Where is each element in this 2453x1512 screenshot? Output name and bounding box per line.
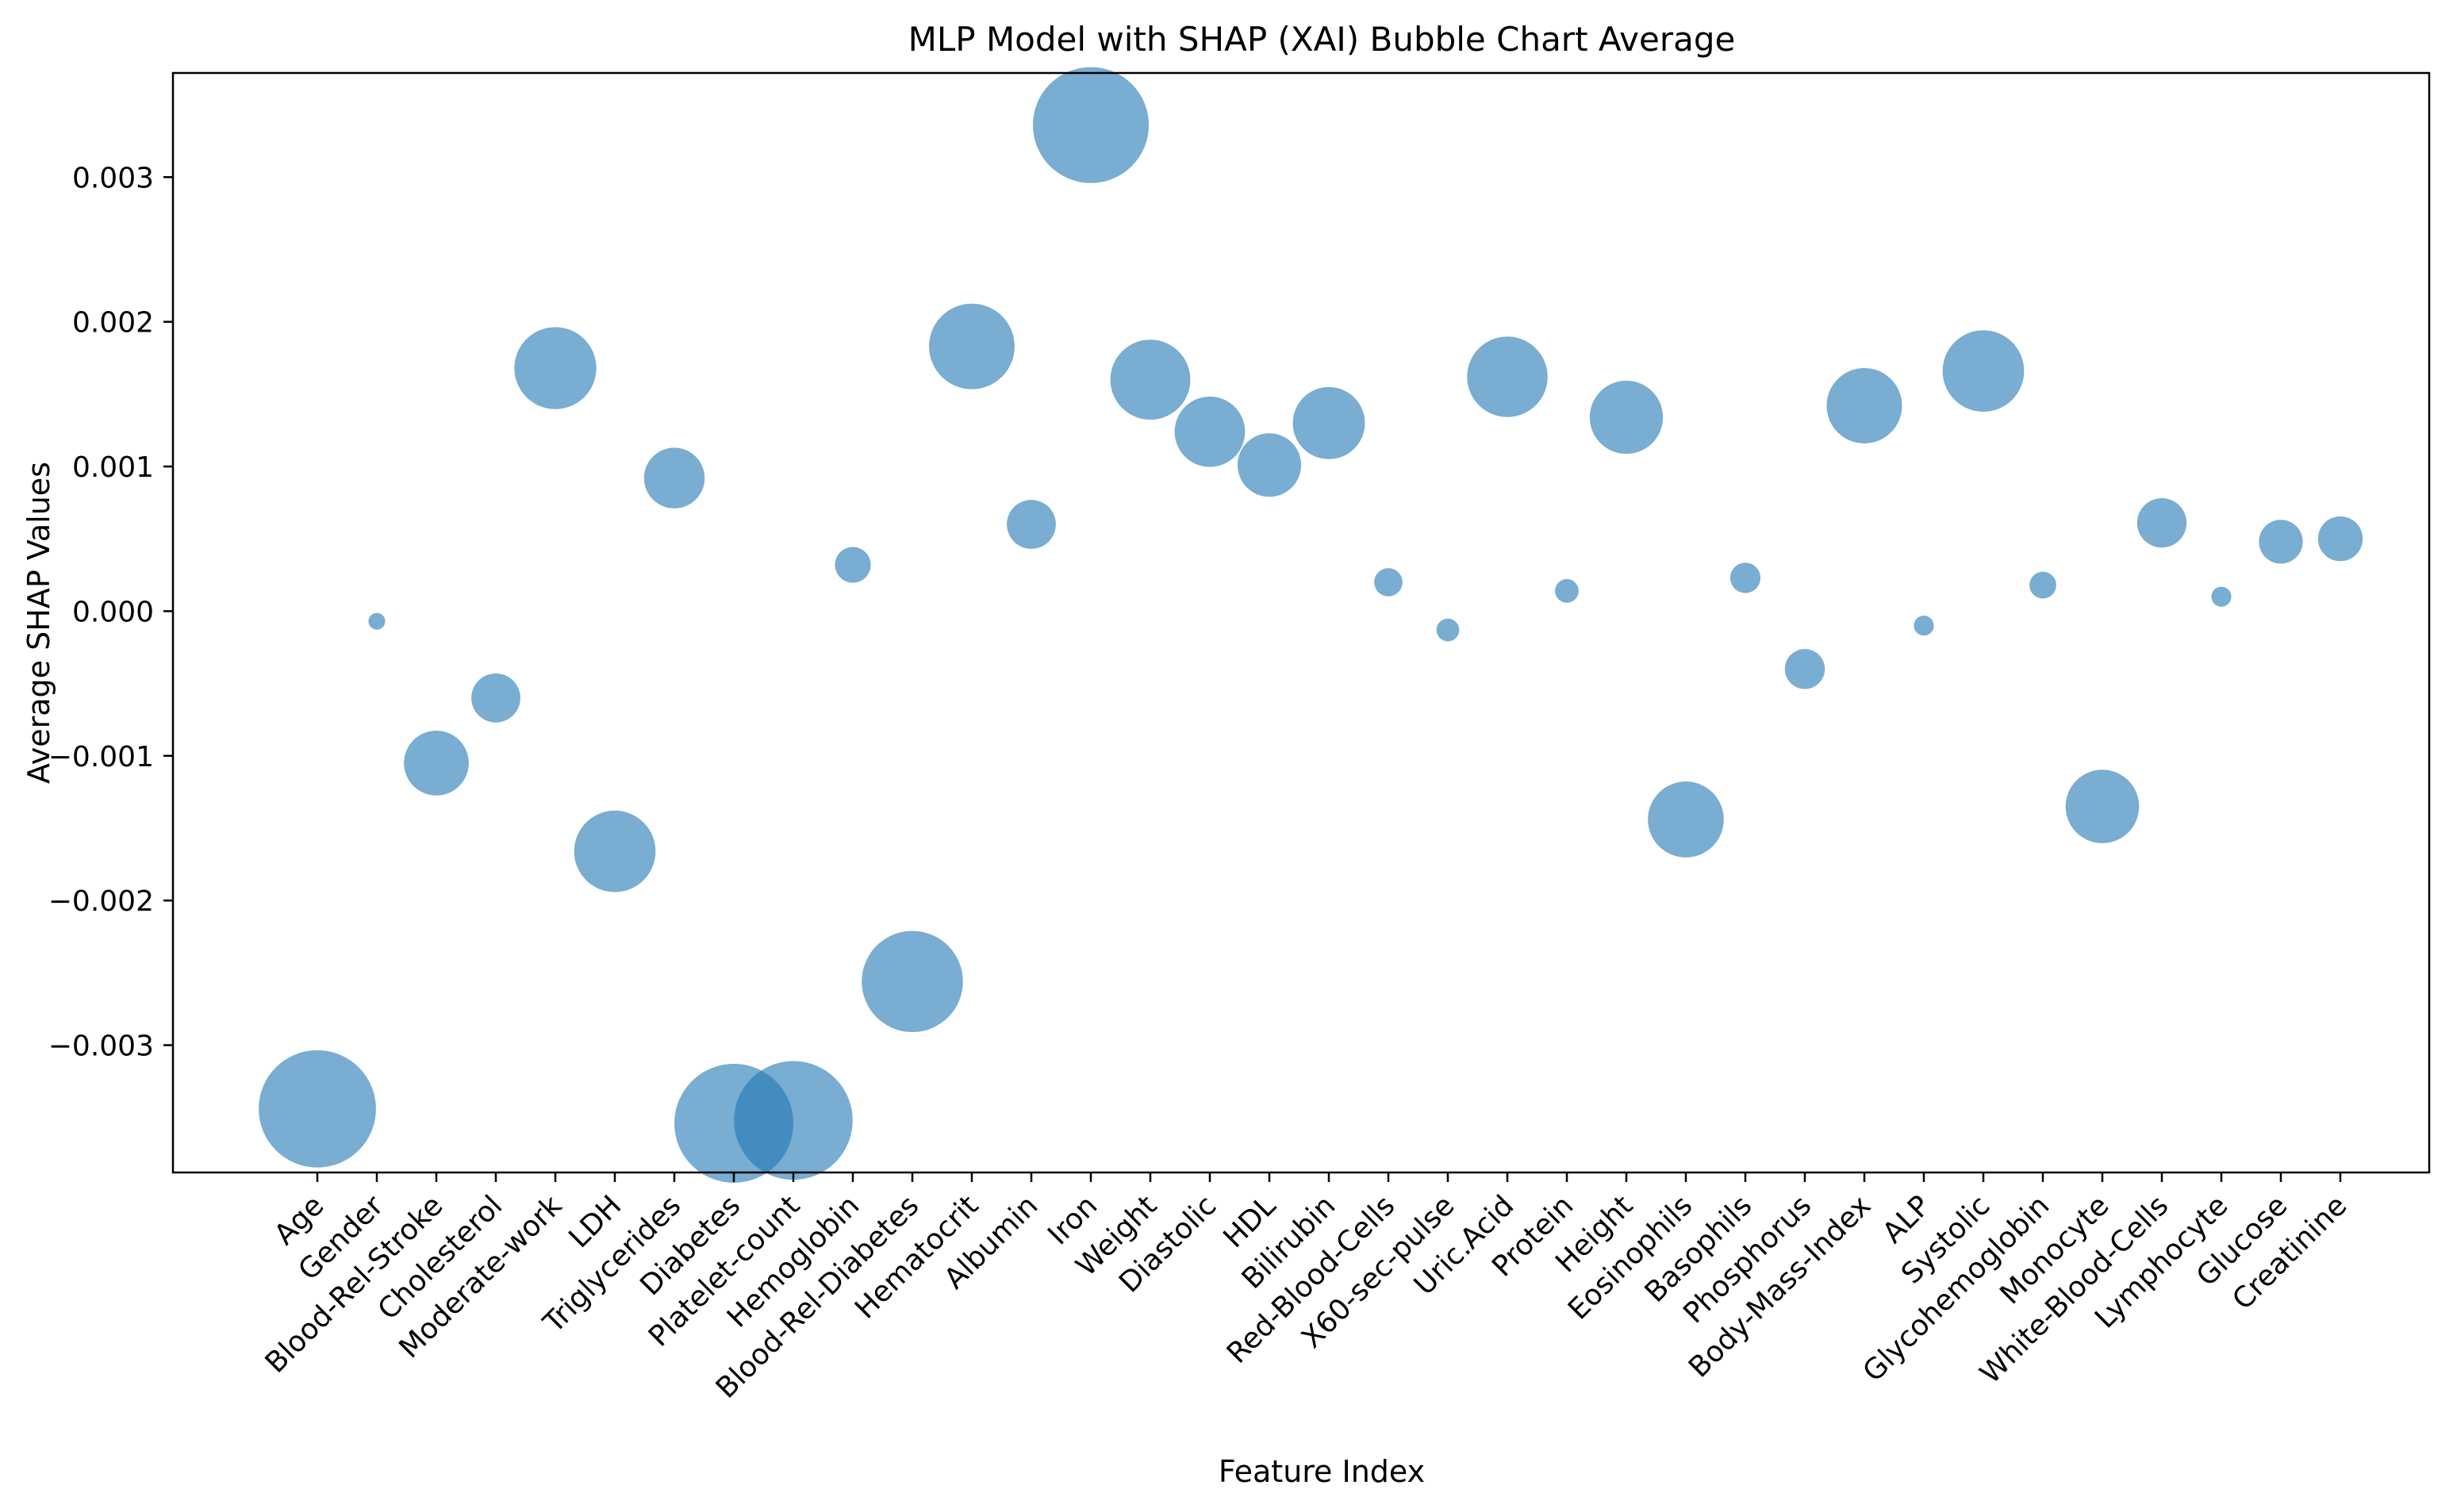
x-axis-label: Feature Index: [1219, 1454, 1425, 1489]
bubble-age: [259, 1050, 376, 1168]
bubble-hematocrit: [929, 303, 1015, 390]
bubble-monocyte: [2065, 769, 2140, 843]
y-tick-label: 0.003: [72, 162, 154, 194]
bubble-moderate-work: [514, 327, 597, 409]
bubble-blood-rel-stroke: [404, 731, 469, 796]
bubble-phosphorus: [1784, 649, 1825, 689]
bubble-systolic: [1942, 330, 2025, 413]
bubble-red-blood-cells: [1374, 568, 1403, 597]
bubble-ldh: [574, 810, 656, 892]
bubble-creatinine: [2317, 516, 2363, 562]
bubble-height: [1589, 380, 1664, 455]
bubble-eosinophils: [1648, 781, 1724, 858]
plot-frame: [171, 71, 2431, 1174]
bubble-lymphocyte: [2211, 586, 2232, 607]
y-tick-label: −0.001: [48, 741, 154, 773]
bubble-platelet-count: [734, 1061, 853, 1180]
bubble-white-blood-cells: [2136, 498, 2187, 548]
bubble-triglycerides: [643, 447, 705, 508]
bubble-alp: [1914, 616, 1934, 636]
y-axis-label: Average SHAP Values: [21, 462, 56, 784]
bubble-protein: [1555, 578, 1579, 603]
bubble-bilirubin: [1292, 386, 1365, 459]
bubble-blood-rel-diabetes: [862, 931, 963, 1033]
bubble-albumin: [1007, 500, 1056, 549]
bubble-weight: [1110, 340, 1191, 420]
y-tick-label: −0.003: [48, 1030, 154, 1063]
bubble-hdl: [1237, 433, 1302, 497]
bubble-uric-acid: [1467, 336, 1548, 417]
bubble-glycohemoglobin: [2029, 571, 2056, 599]
y-axis: 0.003 0.002 0.001 0.000 −0.001 −0.002 −0.003: [48, 162, 173, 1063]
bubble-layer: [259, 67, 2363, 1183]
chart-title: MLP Model with SHAP (XAI) Bubble Chart A…: [908, 20, 1736, 59]
bubble-x60-sec-pulse: [1436, 618, 1460, 642]
y-tick-label: 0.000: [72, 596, 154, 628]
bubble-glucose: [2259, 520, 2303, 564]
y-tick-label: −0.002: [48, 885, 154, 918]
bubble-hemoglobin: [835, 547, 871, 583]
bubble-body-mass-index: [1826, 367, 1902, 443]
bubble-gender: [368, 612, 386, 630]
bubble-diastolic: [1174, 396, 1246, 467]
bubble-basophils: [1729, 562, 1761, 593]
bubble-cholesterol: [471, 673, 520, 723]
y-tick-label: 0.002: [72, 307, 154, 340]
y-tick-label: 0.001: [72, 451, 154, 484]
bubble-iron: [1032, 67, 1150, 183]
